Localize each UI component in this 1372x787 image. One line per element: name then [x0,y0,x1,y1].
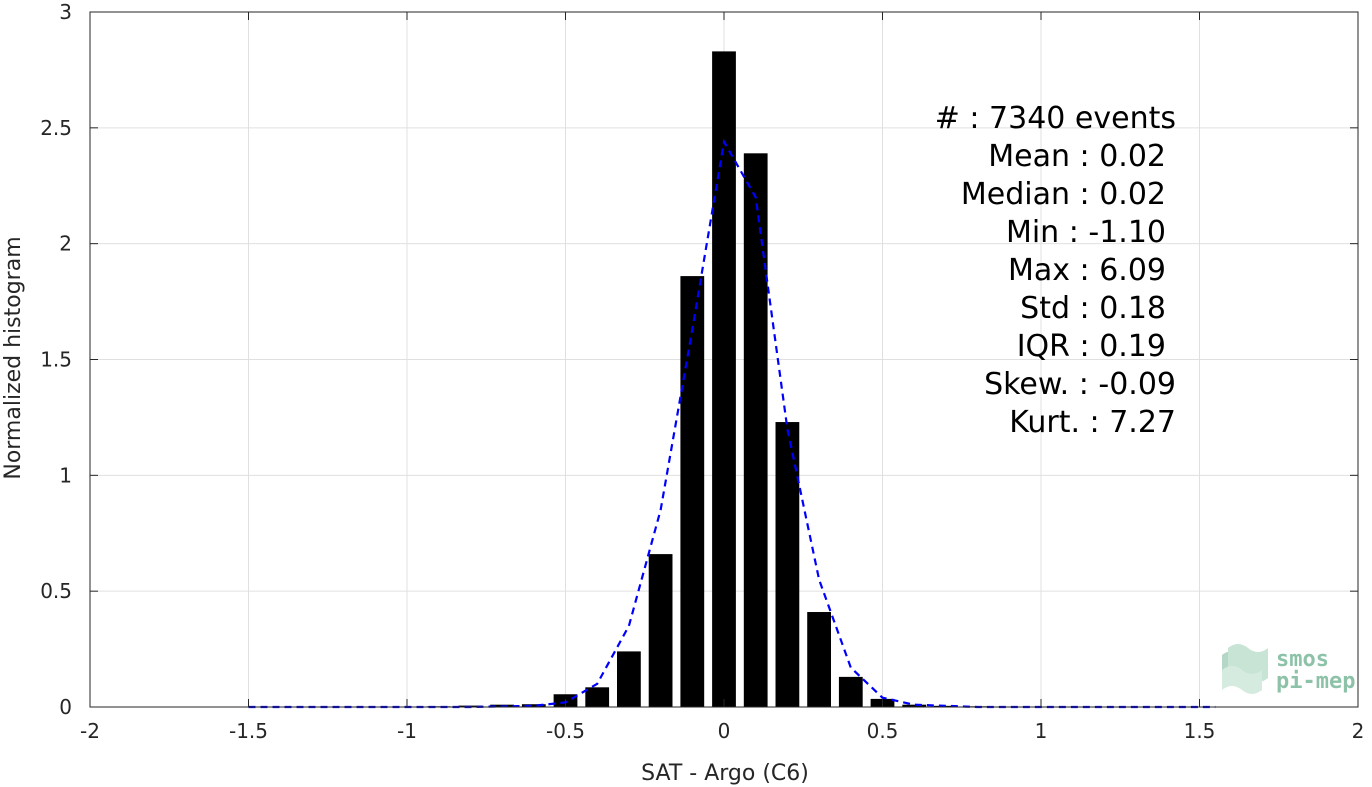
histogram-bar [680,276,705,707]
histogram-bar [585,687,610,707]
fit-curve [248,138,1216,709]
y-tick-label: 3 [59,0,72,24]
logo-text-pimep: pi-mep [1276,669,1355,694]
histogram-bar [934,705,958,707]
stat-min: Min : -1.10 [1006,215,1166,250]
stat-skew: Skew. : -0.09 [984,367,1176,402]
y-tick-label: 2 [59,232,72,256]
stat-count: # : 7340 events [935,101,1176,136]
x-tick-label: 0 [718,719,731,743]
y-tick-labels: 0 0.5 1 1.5 2 2.5 3 [40,0,72,719]
stat-std: Std : 0.18 [1020,291,1166,326]
stat-iqr: IQR : 0.19 [1017,329,1166,364]
histogram-bar [775,422,800,707]
x-tick-label: -1.5 [229,719,268,743]
x-tick-label: 2 [1352,719,1365,743]
y-axis-label: Normalized histogram [1,236,26,479]
stat-mean: Mean : 0.02 [988,139,1166,174]
histogram-bar [902,704,927,707]
y-tick-label: 0 [59,695,72,719]
wave-logo-icon [1222,644,1268,694]
stat-kurt: Kurt. : 7.27 [1009,405,1176,440]
x-tick-label: -1 [397,719,417,743]
histogram-bar [712,51,736,707]
y-tick-label: 1.5 [40,348,72,372]
y-tick-label: 0.5 [40,579,72,603]
x-tick-label: 1.5 [1184,719,1216,743]
x-axis-label: SAT - Argo (C6) [641,761,809,786]
x-tick-label: 1 [1035,719,1048,743]
histogram-bar [648,554,673,707]
y-tick-label: 1 [59,463,72,487]
x-tick-label: -2 [80,719,100,743]
x-tick-label: 0.5 [867,719,899,743]
stat-median: Median : 0.02 [961,177,1166,212]
histogram-bar [807,612,831,707]
smos-pimep-logo: smos pi-mep [1222,644,1355,694]
histogram-bar [743,153,768,708]
y-tick-label: 2.5 [40,116,72,140]
x-tick-labels: -2 -1.5 -1 -0.5 0 0.5 1 1.5 2 [80,719,1364,743]
axis-ticks [89,11,1359,708]
statistics-box: # : 7340 events Mean : 0.02 Median : 0.0… [935,101,1176,440]
histogram-bar [838,676,863,707]
stat-max: Max : 6.09 [1008,253,1166,288]
histogram-bars [395,51,1022,708]
logo-text-smos: smos [1276,647,1329,672]
histogram-bar [521,704,546,707]
x-tick-label: -0.5 [546,719,585,743]
histogram-bar [617,651,641,707]
